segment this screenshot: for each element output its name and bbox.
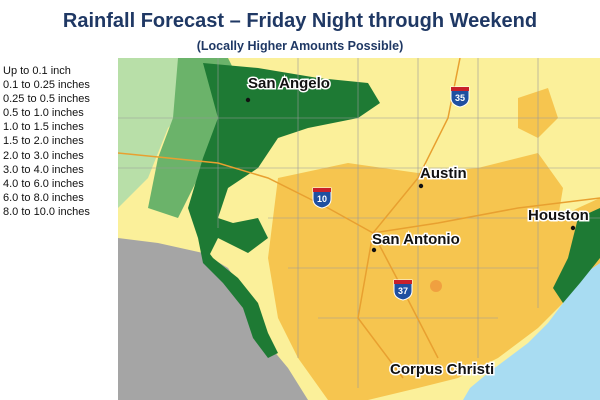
- highway-shield-top: [451, 87, 469, 91]
- highway-shield: [393, 279, 413, 301]
- legend-item: 0.5 to 1.0 inches: [3, 107, 84, 120]
- title: Rainfall Forecast – Friday Night through…: [62, 10, 538, 32]
- city-label: San Angelo: [248, 75, 330, 92]
- legend-item: Up to 0.1 inch: [3, 65, 71, 77]
- highway-shield: [450, 86, 470, 108]
- city-dot: [371, 247, 377, 253]
- legend-item: 1.0 to 1.5 inches: [3, 121, 84, 134]
- city-label: Corpus Christi: [390, 361, 494, 378]
- city-label: Houston: [528, 207, 589, 224]
- subtitle: (Locally Higher Amounts Possible): [196, 39, 404, 53]
- rain-zone: [430, 280, 442, 292]
- legend-item: 1.5 to 2.0 inches: [3, 135, 84, 148]
- mexico: [118, 238, 308, 400]
- highway-shield-top: [394, 280, 412, 284]
- legend: Up to 0.1 inch 0.1 to 0.25 inches 0.25 to …: [3, 64, 90, 219]
- city-label: San Antonio: [372, 231, 460, 248]
- highway-label: 37: [398, 286, 408, 296]
- highway-label: 35: [455, 93, 465, 103]
- legend-item: 4.0 to 6.0 inches: [3, 177, 84, 190]
- rain-zone: [553, 208, 600, 303]
- map: San Angelo Austin Houston San Antonio Corpus…: [118, 58, 600, 400]
- legend-item: 3.0 to 4.0 inches: [3, 163, 84, 176]
- city-dot: [570, 225, 576, 231]
- city-dot: [418, 183, 424, 189]
- rain-zone: [198, 238, 278, 358]
- legend-item: 2.0 to 3.0 inches: [3, 149, 84, 162]
- highway-shield: [312, 187, 332, 209]
- legend-item: 0.1 to 0.25 inches: [3, 79, 90, 92]
- rain-zone: [188, 63, 380, 258]
- legend-item: 6.0 to 8.0 inches: [3, 191, 84, 204]
- county-lines: [118, 58, 600, 388]
- highway-label: 10: [317, 194, 327, 204]
- legend-item: 8.0 to 10.0 inches: [3, 205, 90, 218]
- legend-item: 0.25 to 0.5 inches: [3, 93, 90, 106]
- highway-shield-top: [313, 188, 331, 192]
- city-label: Austin: [420, 165, 467, 182]
- city-dot: [245, 97, 251, 103]
- gulf: [463, 263, 600, 400]
- rain-zone: [268, 153, 600, 400]
- city-dot: [445, 367, 451, 373]
